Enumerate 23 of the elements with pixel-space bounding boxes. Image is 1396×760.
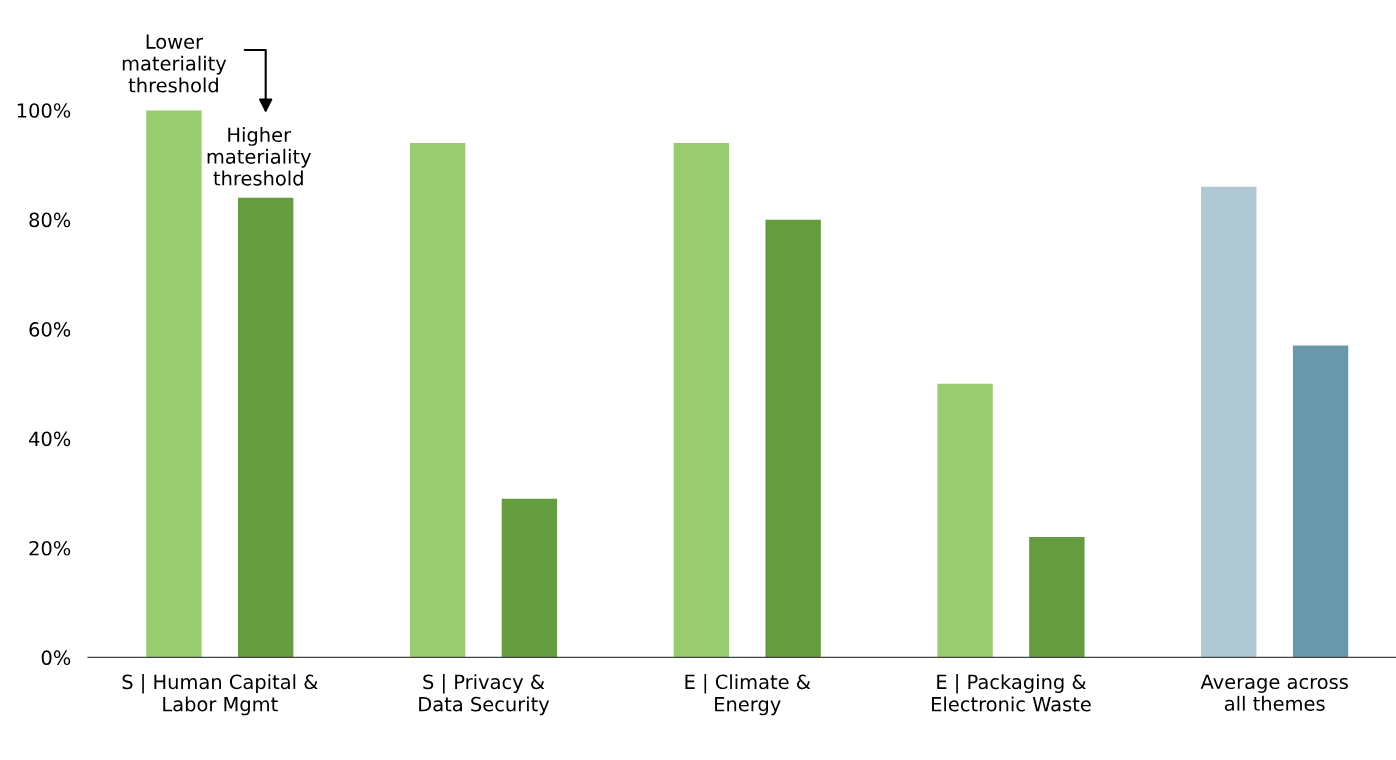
bar: [1029, 537, 1085, 658]
bar: [146, 110, 202, 658]
y-tick-label: 40%: [29, 431, 71, 447]
x-tick-label: S | Privacy & Data Security: [419, 674, 550, 716]
bar: [1201, 186, 1257, 658]
bar: [238, 197, 294, 658]
y-tick-label: 60%: [29, 322, 71, 337]
x-tick-label: E | Climate & Energy: [685, 674, 811, 716]
series-label: Higher materiality threshold: [207, 127, 312, 186]
bar: [1292, 345, 1349, 658]
bar: [937, 383, 993, 658]
bar: [673, 143, 730, 658]
series-label: Lower materiality threshold: [122, 34, 227, 93]
x-tick-label: E | Packaging & Electronic Waste: [932, 674, 1091, 712]
x-tick-label: Average across all themes: [1200, 674, 1348, 711]
y-tick-label: 0%: [41, 650, 71, 666]
bar: [409, 143, 466, 658]
y-tick-label: 20%: [29, 540, 71, 556]
x-tick-label: S | Human Capital & Labor Mgmt: [122, 674, 318, 716]
y-tick-label: 80%: [29, 212, 71, 228]
bar: [765, 219, 821, 658]
y-tick-label: 100%: [17, 103, 71, 118]
bar: [501, 498, 558, 658]
